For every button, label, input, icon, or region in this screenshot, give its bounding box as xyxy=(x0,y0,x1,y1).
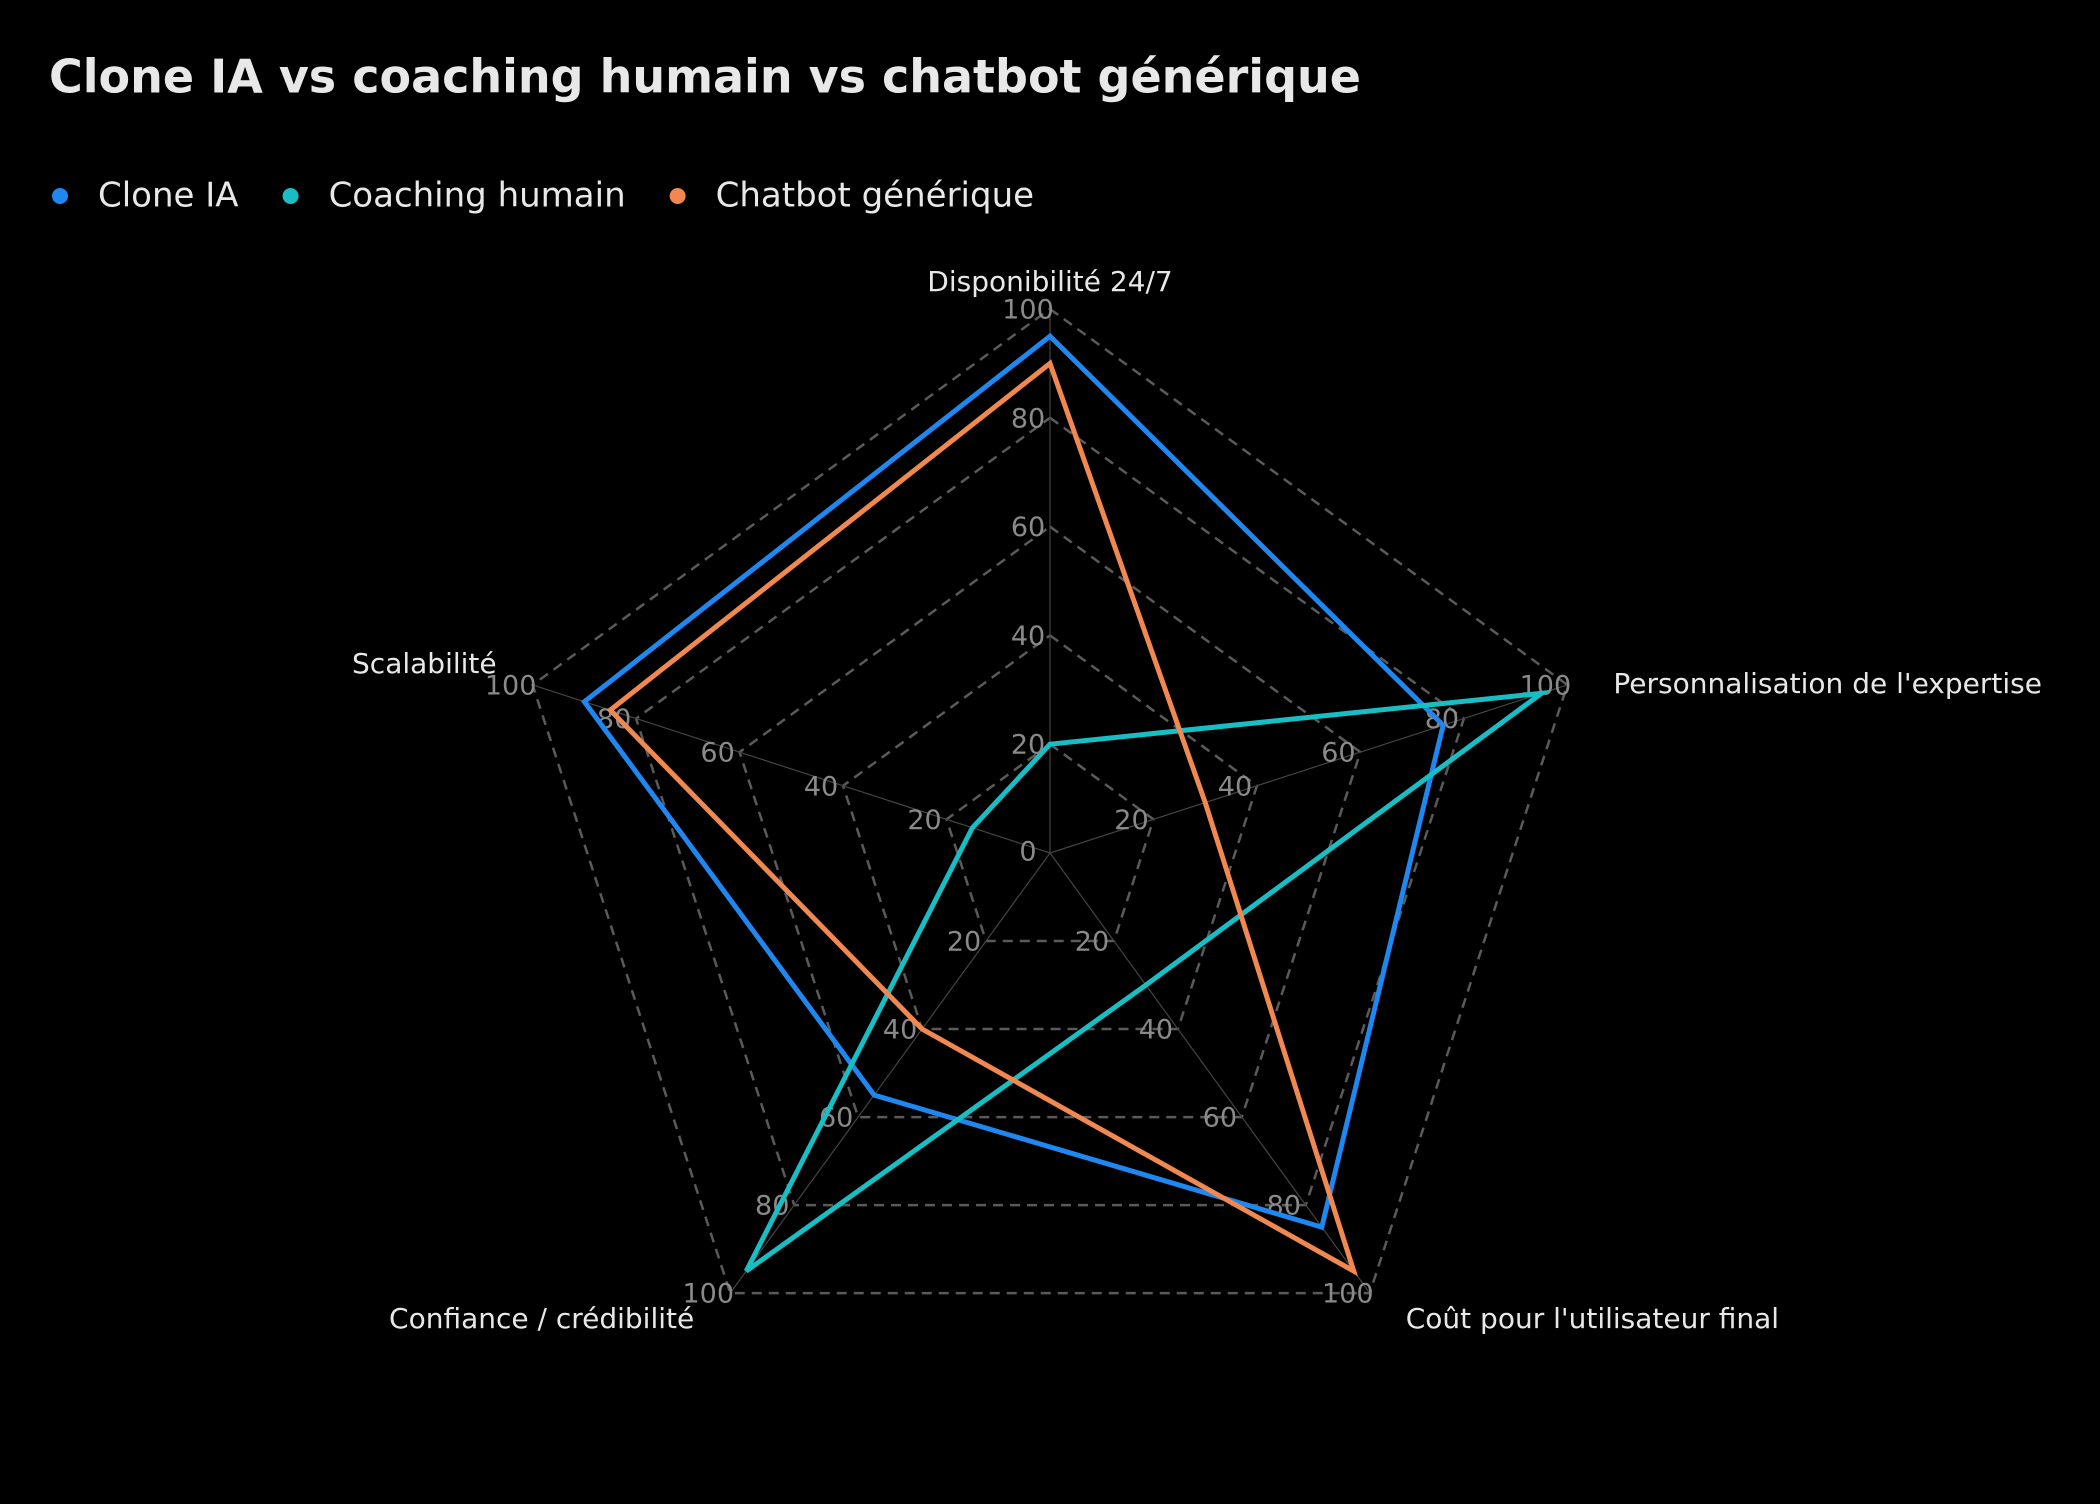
legend-label: Chatbot générique xyxy=(716,176,1034,216)
grid-line xyxy=(841,633,1259,1031)
r-tick-label: 20 xyxy=(907,805,941,836)
r-tick-label: 60 xyxy=(700,738,734,769)
legend-marker xyxy=(52,188,68,204)
grid-line xyxy=(945,742,1155,943)
r-tick-label: 20 xyxy=(1075,927,1109,958)
r-tick-label: 40 xyxy=(1139,1015,1173,1046)
r-tick-label: 60 xyxy=(1203,1103,1237,1134)
legend-label: Coaching humain xyxy=(329,176,626,216)
grid-line xyxy=(634,416,1466,1207)
r-tick-label: 0 xyxy=(1019,837,1036,868)
r-tick-label: 40 xyxy=(1218,771,1252,802)
category-label: Scalabilité xyxy=(352,647,497,680)
category-label: Confiance / crédibilité xyxy=(389,1302,694,1335)
r-tick-label: 100 xyxy=(682,1279,734,1310)
r-tick-label: 40 xyxy=(804,771,838,802)
r-tick-label: 20 xyxy=(1114,805,1148,836)
r-tick-label: 80 xyxy=(1011,403,1045,434)
r-tick-label: 100 xyxy=(485,670,537,701)
series-line xyxy=(580,332,1446,1231)
chart-title: Clone IA vs coaching humain vs chatbot g… xyxy=(49,50,1361,104)
legend-label: Clone IA xyxy=(98,176,239,216)
category-label: Personnalisation de l'expertise xyxy=(1613,667,2042,700)
axis-spoke xyxy=(729,852,1051,1294)
grid-line xyxy=(738,525,1362,1119)
legend-marker xyxy=(282,188,299,204)
axis-spoke xyxy=(1049,852,1371,1294)
r-tick-label: 60 xyxy=(1011,512,1045,543)
r-tick-label: 40 xyxy=(1011,621,1045,652)
grid-line xyxy=(531,307,1569,1295)
r-tick-label: 100 xyxy=(1002,295,1054,326)
axis-spoke xyxy=(1049,684,1568,854)
r-tick-label: 100 xyxy=(1322,1279,1374,1310)
category-label: Disponibilité 24/7 xyxy=(927,265,1172,298)
r-tick-label: 60 xyxy=(1321,738,1355,769)
series-line xyxy=(744,689,1551,1274)
category-label: Coût pour l'utilisateur final xyxy=(1406,1302,1779,1335)
r-tick-label: 20 xyxy=(947,927,981,958)
axis-spoke xyxy=(532,684,1051,854)
legend-marker xyxy=(669,188,686,204)
series-line xyxy=(606,359,1359,1277)
